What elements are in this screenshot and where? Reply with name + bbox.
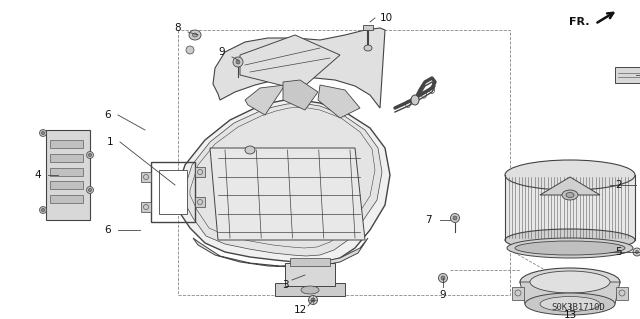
Ellipse shape (245, 146, 255, 154)
Polygon shape (318, 85, 360, 118)
Polygon shape (141, 202, 151, 212)
Polygon shape (193, 238, 368, 267)
Ellipse shape (540, 296, 600, 311)
Polygon shape (50, 167, 83, 175)
Ellipse shape (86, 152, 93, 159)
Ellipse shape (40, 206, 47, 213)
Polygon shape (285, 263, 335, 286)
Polygon shape (50, 195, 83, 203)
Polygon shape (615, 67, 640, 83)
Ellipse shape (438, 273, 447, 283)
Ellipse shape (189, 30, 201, 40)
Polygon shape (540, 177, 600, 195)
Polygon shape (46, 130, 90, 220)
Polygon shape (195, 167, 205, 177)
Text: 5: 5 (615, 247, 621, 257)
Ellipse shape (88, 189, 92, 191)
Ellipse shape (525, 293, 615, 315)
Text: 10: 10 (380, 13, 393, 23)
Ellipse shape (566, 192, 574, 197)
Ellipse shape (633, 248, 640, 256)
Text: 6: 6 (105, 110, 111, 120)
Ellipse shape (40, 130, 47, 137)
Polygon shape (520, 282, 620, 304)
Text: 12: 12 (293, 305, 307, 315)
Text: 6: 6 (105, 225, 111, 235)
Ellipse shape (311, 298, 315, 302)
Polygon shape (141, 172, 151, 182)
Ellipse shape (86, 187, 93, 194)
Polygon shape (505, 175, 635, 240)
Ellipse shape (505, 160, 635, 190)
Ellipse shape (520, 268, 620, 296)
Ellipse shape (88, 153, 92, 157)
Polygon shape (240, 35, 340, 90)
Polygon shape (283, 80, 318, 110)
Polygon shape (616, 287, 628, 300)
Text: 7: 7 (426, 215, 432, 225)
Polygon shape (213, 28, 385, 108)
Ellipse shape (364, 45, 372, 51)
Text: 8: 8 (175, 23, 181, 33)
Ellipse shape (505, 229, 635, 251)
Ellipse shape (441, 276, 445, 280)
Ellipse shape (411, 95, 419, 105)
Ellipse shape (193, 33, 198, 37)
Text: FR.: FR. (570, 17, 590, 27)
Ellipse shape (301, 286, 319, 294)
Polygon shape (245, 85, 285, 115)
Ellipse shape (186, 46, 194, 54)
Polygon shape (50, 181, 83, 189)
Polygon shape (50, 140, 83, 148)
Polygon shape (195, 197, 205, 207)
Polygon shape (172, 100, 390, 263)
Text: 3: 3 (282, 280, 288, 290)
Ellipse shape (562, 190, 578, 200)
Text: 1: 1 (107, 137, 113, 147)
Ellipse shape (636, 250, 639, 254)
Ellipse shape (233, 57, 243, 67)
Text: 13: 13 (563, 310, 577, 319)
Polygon shape (512, 287, 524, 300)
Ellipse shape (453, 216, 457, 220)
Ellipse shape (236, 60, 240, 64)
Ellipse shape (42, 209, 45, 211)
Polygon shape (290, 258, 330, 266)
Ellipse shape (507, 238, 633, 258)
Ellipse shape (451, 213, 460, 222)
Polygon shape (275, 283, 345, 296)
Text: 9: 9 (219, 47, 225, 57)
Polygon shape (210, 148, 365, 240)
Text: 9: 9 (440, 290, 446, 300)
Ellipse shape (515, 241, 625, 255)
Text: 2: 2 (615, 180, 621, 190)
Polygon shape (363, 25, 373, 30)
Ellipse shape (530, 271, 610, 293)
Polygon shape (159, 170, 187, 214)
Ellipse shape (42, 131, 45, 135)
Polygon shape (183, 103, 382, 256)
Text: 4: 4 (35, 170, 42, 180)
Ellipse shape (308, 295, 317, 305)
Polygon shape (50, 154, 83, 162)
Text: S0K3B1710D: S0K3B1710D (551, 303, 605, 313)
